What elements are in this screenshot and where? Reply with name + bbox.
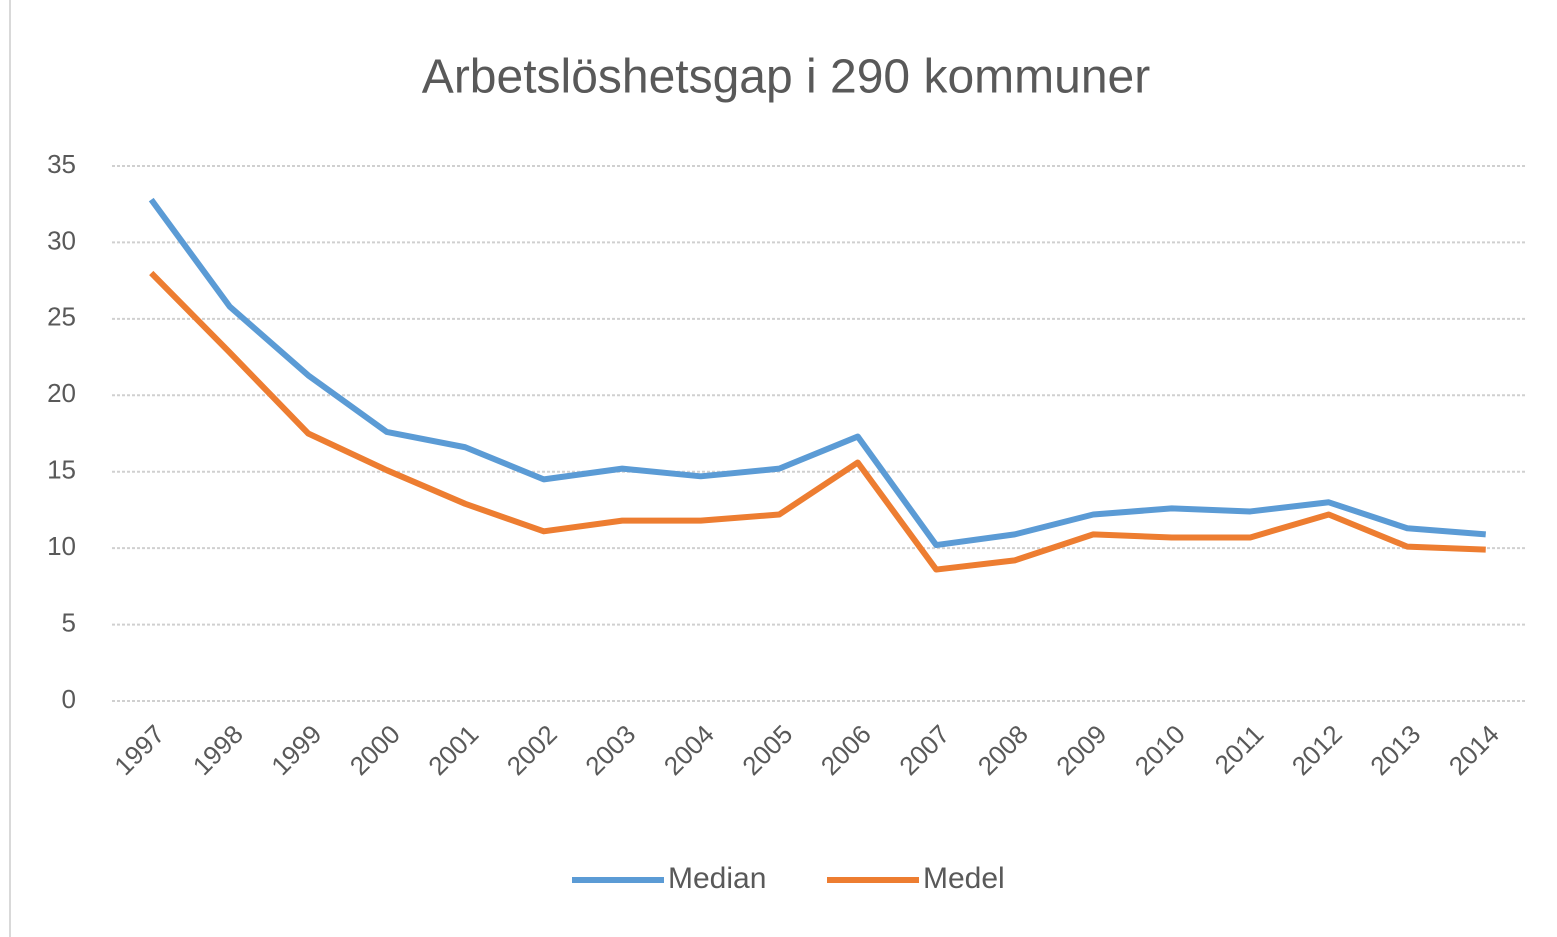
x-tick-label: 2011 (1209, 719, 1270, 780)
x-tick-label: 1998 (187, 719, 249, 781)
y-tick-label: 0 (62, 684, 76, 714)
data-line (148, 197, 1486, 549)
y-tick-label: 15 (47, 455, 76, 485)
legend-label: Medel (923, 862, 1005, 895)
legend-label: Median (668, 862, 766, 895)
x-tick-label: 1997 (108, 719, 170, 781)
x-tick-label: 2007 (893, 719, 955, 781)
x-tick-label: 2005 (736, 719, 798, 781)
x-tick-label: 2009 (1050, 719, 1112, 781)
x-tick-label: 2001 (422, 719, 484, 781)
x-tick-label: 2004 (658, 719, 720, 781)
x-tick-label: 2003 (579, 719, 641, 781)
x-tick-label: 2000 (344, 719, 406, 781)
x-tick-label: 2013 (1364, 719, 1426, 781)
y-tick-label: 10 (47, 531, 76, 561)
x-tick-label: 2010 (1129, 719, 1191, 781)
chart-title: Arbetslöshetsgap i 290 kommuner (422, 51, 1150, 104)
x-tick-label: 2012 (1286, 719, 1348, 781)
x-tick-label: 1999 (265, 719, 327, 781)
y-tick-label: 20 (47, 378, 76, 408)
y-tick-label: 35 (47, 149, 76, 179)
y-tick-label: 5 (62, 607, 76, 637)
x-tick-label: 2014 (1443, 719, 1505, 781)
x-tick-label: 2006 (815, 719, 877, 781)
data-line (149, 270, 1486, 573)
y-tick-label: 25 (47, 302, 76, 332)
x-tick-label: 2002 (501, 719, 563, 781)
x-tick-label: 2008 (972, 719, 1034, 781)
y-tick-label: 30 (47, 225, 76, 255)
